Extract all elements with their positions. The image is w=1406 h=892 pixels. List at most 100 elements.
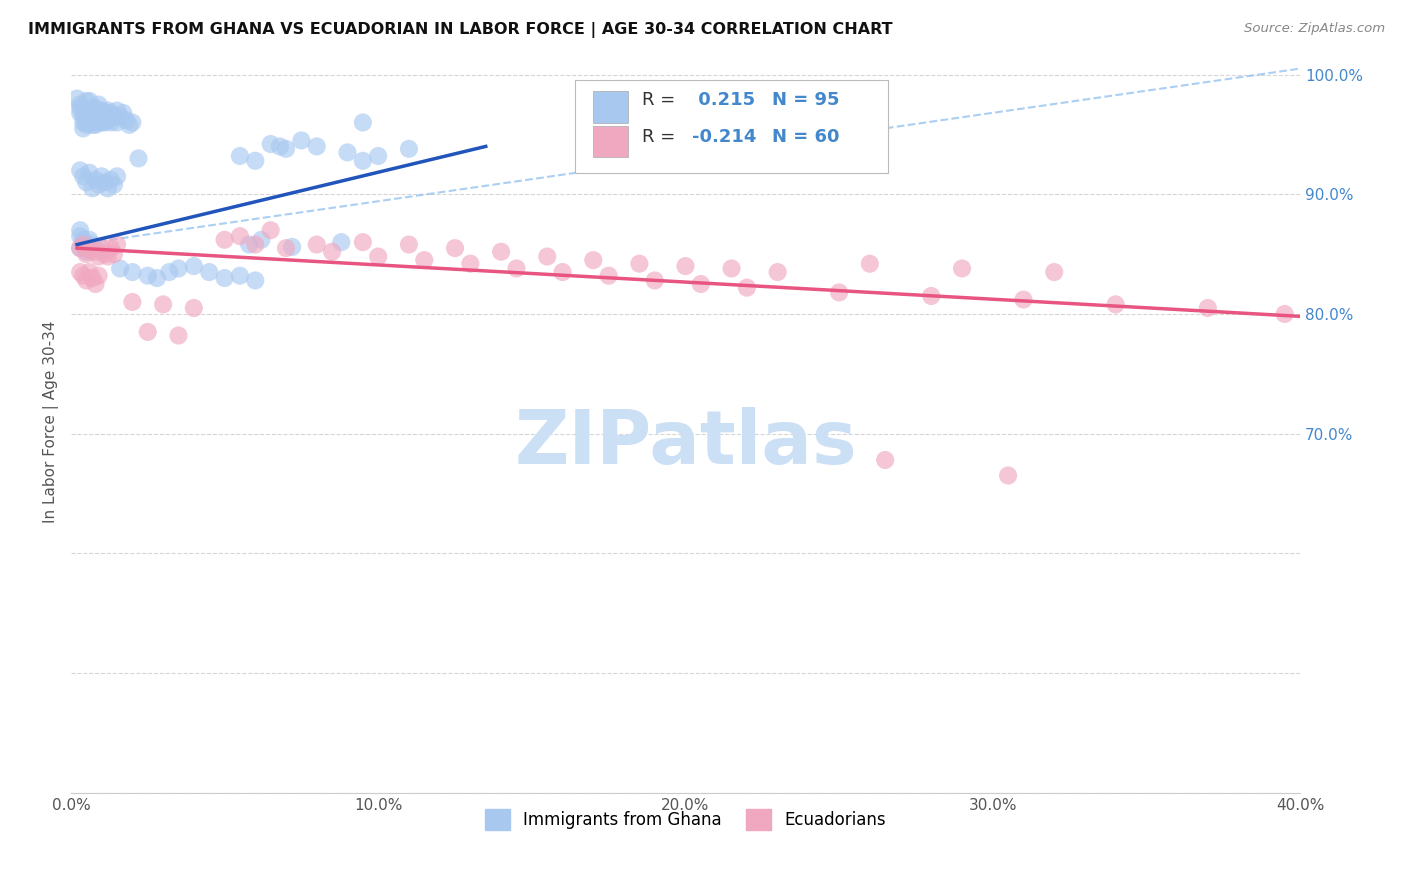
Immigrants from Ghana — [330, 235, 353, 249]
Immigrants from Ghana — [97, 103, 120, 118]
Immigrants from Ghana — [87, 106, 110, 120]
Ecuadorians — [766, 265, 789, 279]
Ecuadorians — [87, 250, 110, 264]
Ecuadorians — [398, 237, 420, 252]
Ecuadorians — [79, 244, 101, 258]
Text: Source: ZipAtlas.com: Source: ZipAtlas.com — [1244, 22, 1385, 36]
Ecuadorians — [72, 237, 94, 252]
Immigrants from Ghana — [79, 110, 101, 124]
Immigrants from Ghana — [100, 115, 122, 129]
Text: N = 60: N = 60 — [772, 128, 839, 146]
Immigrants from Ghana — [79, 94, 101, 108]
Immigrants from Ghana — [82, 118, 104, 132]
Immigrants from Ghana — [75, 241, 97, 255]
Immigrants from Ghana — [75, 244, 97, 259]
Ecuadorians — [183, 301, 205, 315]
Immigrants from Ghana — [103, 178, 125, 192]
Immigrants from Ghana — [84, 173, 107, 187]
Ecuadorians — [720, 261, 742, 276]
Immigrants from Ghana — [214, 271, 236, 285]
Ecuadorians — [689, 277, 711, 291]
Immigrants from Ghana — [121, 265, 143, 279]
Immigrants from Ghana — [82, 115, 104, 129]
Text: 0.215: 0.215 — [692, 91, 755, 110]
Ecuadorians — [75, 247, 97, 261]
Ecuadorians — [598, 268, 620, 283]
Immigrants from Ghana — [167, 261, 190, 276]
FancyBboxPatch shape — [575, 80, 889, 173]
Text: N = 95: N = 95 — [772, 91, 839, 110]
Ecuadorians — [100, 241, 122, 255]
Ecuadorians — [950, 261, 973, 276]
Text: IMMIGRANTS FROM GHANA VS ECUADORIAN IN LABOR FORCE | AGE 30-34 CORRELATION CHART: IMMIGRANTS FROM GHANA VS ECUADORIAN IN L… — [28, 22, 893, 38]
Immigrants from Ghana — [121, 115, 143, 129]
Immigrants from Ghana — [69, 229, 91, 244]
Immigrants from Ghana — [336, 145, 359, 160]
Ecuadorians — [551, 265, 574, 279]
Ecuadorians — [628, 257, 651, 271]
Immigrants from Ghana — [128, 152, 150, 166]
Immigrants from Ghana — [269, 139, 291, 153]
Ecuadorians — [875, 453, 897, 467]
Immigrants from Ghana — [72, 110, 94, 124]
Immigrants from Ghana — [97, 113, 120, 128]
Immigrants from Ghana — [75, 118, 97, 132]
Immigrants from Ghana — [100, 173, 122, 187]
Ecuadorians — [489, 244, 512, 259]
Ecuadorians — [735, 280, 758, 294]
Immigrants from Ghana — [87, 178, 110, 192]
Immigrants from Ghana — [82, 237, 104, 252]
Immigrants from Ghana — [290, 133, 312, 147]
Immigrants from Ghana — [90, 110, 112, 124]
Ecuadorians — [1043, 265, 1066, 279]
Immigrants from Ghana — [108, 261, 131, 276]
Ecuadorians — [69, 241, 91, 255]
Ecuadorians — [859, 257, 882, 271]
Immigrants from Ghana — [69, 223, 91, 237]
Ecuadorians — [920, 289, 942, 303]
Ecuadorians — [367, 250, 389, 264]
Immigrants from Ghana — [87, 115, 110, 129]
Immigrants from Ghana — [112, 106, 135, 120]
Immigrants from Ghana — [87, 97, 110, 112]
Immigrants from Ghana — [229, 149, 252, 163]
Immigrants from Ghana — [93, 106, 115, 120]
Immigrants from Ghana — [72, 115, 94, 129]
Immigrants from Ghana — [105, 115, 128, 129]
Immigrants from Ghana — [72, 121, 94, 136]
Ecuadorians — [505, 261, 527, 276]
Ecuadorians — [90, 241, 112, 255]
Ecuadorians — [82, 241, 104, 255]
Ecuadorians — [152, 297, 174, 311]
Ecuadorians — [460, 257, 482, 271]
Immigrants from Ghana — [367, 149, 389, 163]
Ecuadorians — [997, 468, 1019, 483]
Ecuadorians — [675, 259, 697, 273]
Ecuadorians — [84, 244, 107, 259]
Immigrants from Ghana — [245, 273, 267, 287]
Ecuadorians — [75, 273, 97, 287]
Immigrants from Ghana — [103, 110, 125, 124]
Immigrants from Ghana — [398, 142, 420, 156]
Immigrants from Ghana — [90, 103, 112, 118]
Immigrants from Ghana — [84, 241, 107, 255]
Ecuadorians — [136, 325, 159, 339]
Immigrants from Ghana — [108, 110, 131, 124]
Text: R =: R = — [643, 91, 682, 110]
Ecuadorians — [97, 250, 120, 264]
Ecuadorians — [582, 253, 605, 268]
Bar — [593, 92, 627, 123]
Immigrants from Ghana — [72, 233, 94, 247]
Immigrants from Ghana — [84, 118, 107, 132]
Immigrants from Ghana — [183, 259, 205, 273]
Immigrants from Ghana — [79, 103, 101, 118]
Immigrants from Ghana — [146, 271, 169, 285]
Immigrants from Ghana — [93, 175, 115, 189]
Immigrants from Ghana — [90, 115, 112, 129]
Text: ZIPatlas: ZIPatlas — [515, 408, 856, 481]
Ecuadorians — [103, 247, 125, 261]
Immigrants from Ghana — [274, 142, 297, 156]
Immigrants from Ghana — [69, 106, 91, 120]
Immigrants from Ghana — [82, 106, 104, 120]
Immigrants from Ghana — [250, 233, 273, 247]
